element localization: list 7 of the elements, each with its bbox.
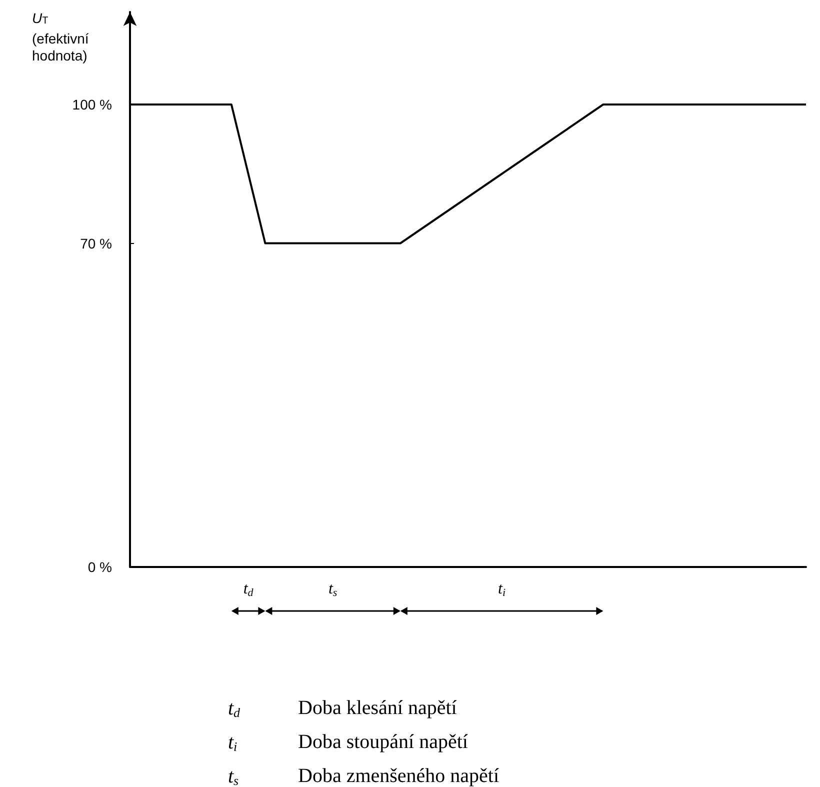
y-tick-label: 70 % [80,235,112,252]
text: ts Doba zmenšeného napětí [228,765,500,787]
y-axis-title: UT (efektivní hodnota) [32,10,89,64]
text: td Doba klesání napětí [228,697,457,720]
text: ti Doba stoupání napětí [228,731,468,754]
y-tick-label: 0 % [88,559,112,575]
y-tick-label: 100 % [72,96,112,112]
